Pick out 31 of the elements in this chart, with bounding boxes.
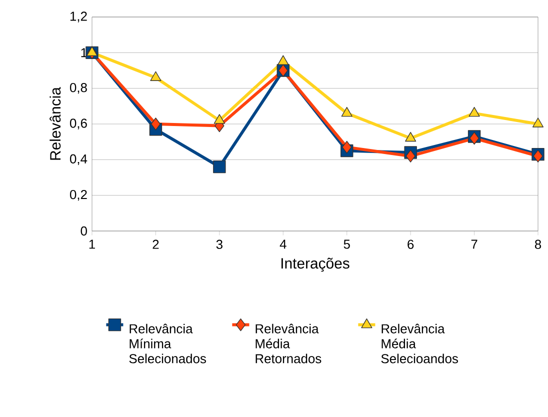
point [86,46,98,56]
y-tick-label: 0,2 [70,190,87,201]
x-tick-label: 8 [534,240,542,249]
y-axis-title: Relevância [50,87,61,160]
y-tick-label: 0 [80,226,87,236]
x-tick-label: 4 [280,240,286,249]
point [214,114,225,124]
y-tick-label: 0,4 [70,154,88,166]
y-tick-label: 0,8 [70,82,87,94]
point [342,140,352,154]
legend-label: Relevância Média Selecioandos [381,324,458,364]
x-axis-title: Interações [281,258,350,272]
point [150,71,162,81]
point [341,106,352,117]
point [213,160,226,174]
y-tick-label: 1,2 [70,12,87,22]
x-tick-label: 2 [152,240,159,249]
x-tick-label: 5 [344,240,350,249]
legend-label: Relevância Média Retornados [256,324,322,364]
point [278,55,289,65]
legend-label: Relevância Mínima Selecionados [129,324,206,364]
y-tick-label: 0,6 [70,118,87,130]
x-tick-label: 7 [471,240,478,249]
x-tick-label: 6 [408,240,414,249]
point [532,118,544,128]
x-tick-label: 1 [89,240,95,249]
point [405,132,416,142]
point [150,118,161,130]
point [468,106,480,117]
point [406,150,416,162]
x-tick-label: 3 [216,240,222,249]
